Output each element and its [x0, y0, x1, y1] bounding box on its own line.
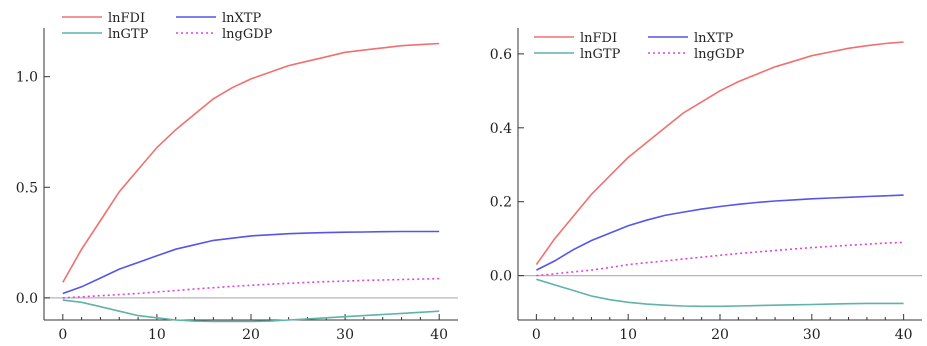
- y-tick-label: 0.5: [16, 180, 38, 196]
- legend-label-lngGDP: lngGDP: [694, 47, 745, 62]
- legend-label-lngGDP: lngGDP: [222, 27, 273, 42]
- y-tick-label: 0.2: [490, 195, 512, 211]
- y-tick-label: 0.4: [490, 121, 512, 137]
- legend-label-lnGTP: lnGTP: [108, 27, 149, 42]
- series-line-lnXTP: [62, 230, 440, 295]
- y-tick-label: 1.0: [16, 70, 38, 86]
- legend: lnFDI lnXTP lnGTP lngGDP: [534, 31, 745, 62]
- legend-label-lnXTP: lnXTP: [694, 31, 733, 46]
- right-chart: 0 10 20 30 40 0.0 0.2 0.4 0.6 lnFDI lnXTP lnGTP lngG…: [490, 28, 922, 343]
- series-line-lngGDP: [62, 277, 440, 299]
- x-tick-label: 20: [242, 327, 260, 343]
- x-tick-label: 20: [711, 327, 729, 343]
- y-tick-label: 0.0: [490, 269, 512, 285]
- legend-label-lnXTP: lnXTP: [222, 11, 261, 26]
- series-line-lngGDP: [536, 241, 904, 277]
- series-line-lnFDI: [535, 41, 904, 266]
- x-tick-label: 40: [430, 327, 448, 343]
- x-tick-label: 0: [58, 327, 67, 343]
- x-tick-label: 10: [148, 327, 166, 343]
- legend-label-lnGTP: lnGTP: [580, 47, 621, 62]
- left-chart: 0 10 20 30 40 0.0 0.5 1.0 lnFDI lnXTP lnGTP lngGDP: [16, 11, 458, 343]
- series-line-lnFDI: [62, 42, 440, 283]
- legend-label-lnFDI: lnFDI: [108, 11, 145, 26]
- x-tick-label: 0: [532, 327, 541, 343]
- series-line-lnXTP: [536, 194, 904, 271]
- legend: lnFDI lnXTP lnGTP lngGDP: [62, 11, 273, 42]
- y-tick-label: 0.0: [16, 291, 38, 307]
- series-line-lnGTP: [536, 278, 904, 308]
- x-tick-label: 40: [895, 327, 913, 343]
- x-tick-label: 10: [619, 327, 637, 343]
- x-tick-label: 30: [803, 327, 821, 343]
- series-line-lnGTP: [62, 299, 440, 323]
- legend-label-lnFDI: lnFDI: [580, 31, 617, 46]
- x-tick-label: 30: [336, 327, 354, 343]
- y-tick-label: 0.6: [490, 47, 512, 63]
